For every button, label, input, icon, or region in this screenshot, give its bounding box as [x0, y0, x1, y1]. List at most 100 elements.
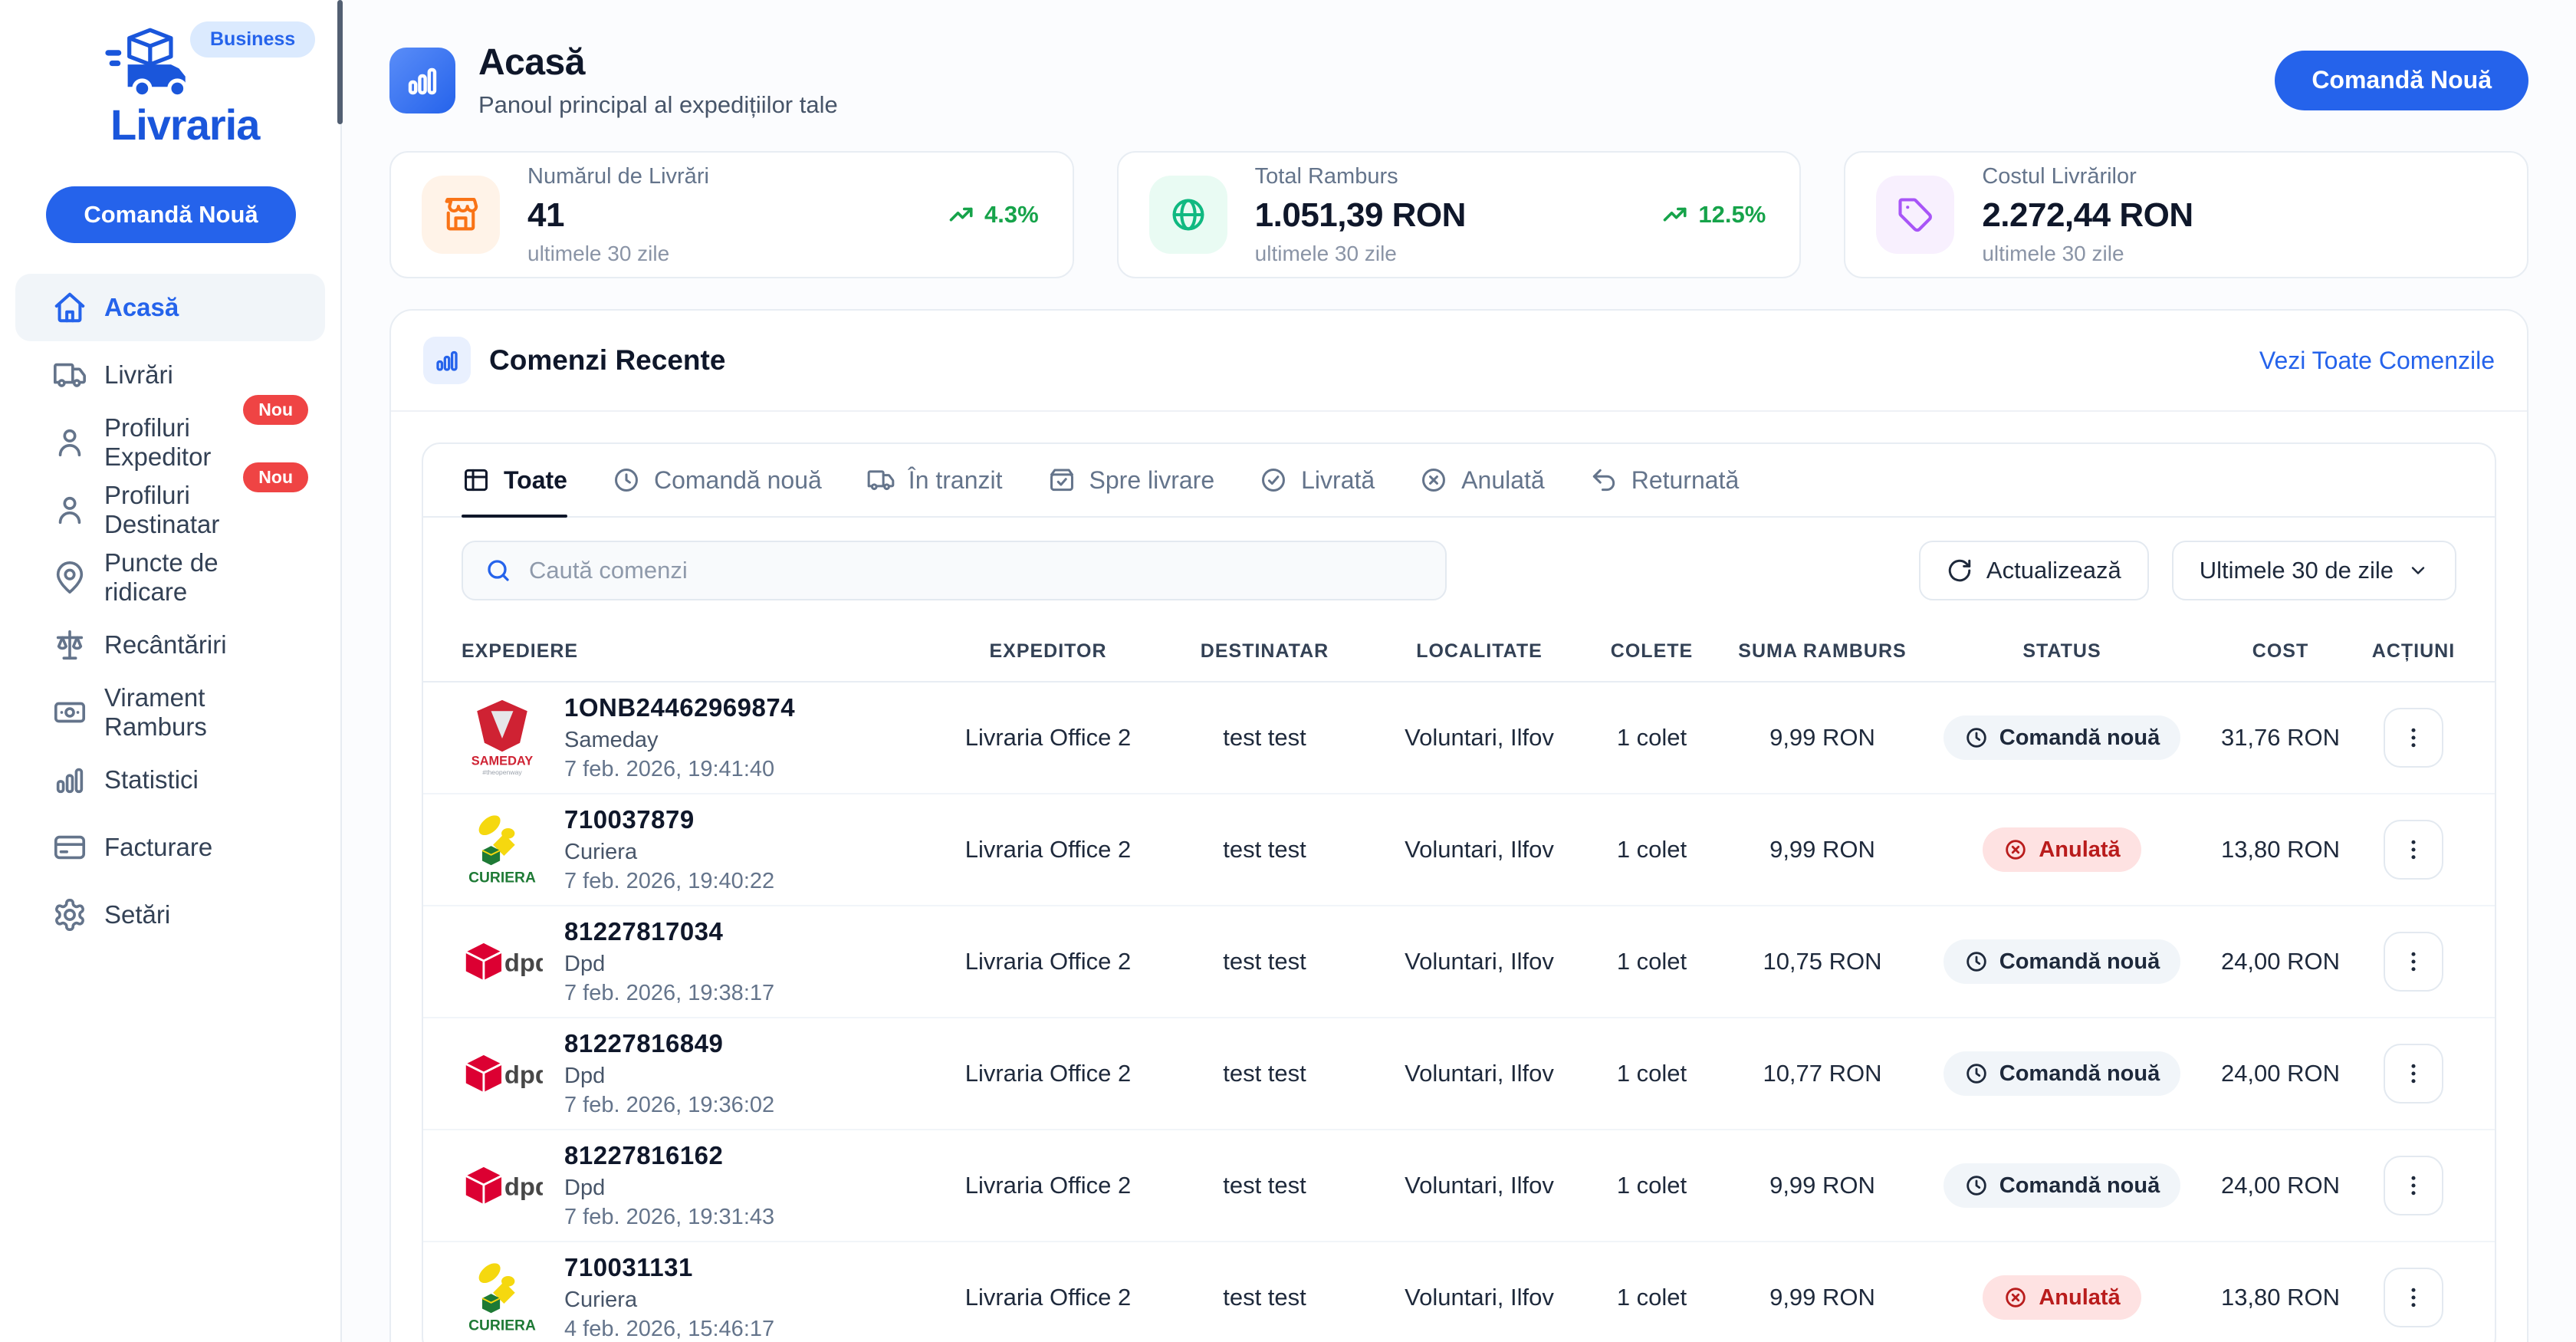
table-icon — [462, 465, 491, 495]
sidebar-item-label: Puncte de ridicare — [104, 548, 219, 606]
table-row: 710031131 Curiera 4 feb. 2026, 15:46:17 … — [423, 1242, 2495, 1342]
sidebar-scrollbar-thumb[interactable] — [337, 0, 343, 124]
tab-comanda-noua[interactable]: Comandă nouă — [612, 444, 822, 516]
tab-returnata[interactable]: Returnată — [1589, 444, 1739, 516]
trend-up-icon — [1661, 201, 1689, 229]
stat-period: ultimele 30 zile — [1254, 241, 1397, 265]
search-icon — [485, 557, 512, 584]
row-actions-button[interactable] — [2384, 1156, 2443, 1215]
truck-icon — [866, 465, 895, 495]
recent-orders-card: Comenzi Recente Vezi Toate Comenzile Toa… — [389, 309, 2528, 1342]
sidebar-new-order-button[interactable]: Comandă Nouă — [46, 186, 296, 243]
table-row: 710037879 Curiera 7 feb. 2026, 19:40:22 … — [423, 794, 2495, 906]
globe-icon — [1148, 176, 1227, 254]
period-filter-dropdown[interactable]: Ultimele 30 de zile — [2171, 541, 2456, 600]
map-pin-icon — [52, 560, 87, 595]
stats-row: Numărul de Livrări 41 ultimele 30 zile 4… — [389, 151, 2528, 278]
home-icon — [52, 290, 87, 325]
clock-icon — [1964, 949, 1989, 974]
stat-period: ultimele 30 zile — [1982, 241, 2124, 265]
dpd-logo — [462, 919, 543, 1004]
table-row: 81227817034 Dpd 7 feb. 2026, 19:38:17 Li… — [423, 906, 2495, 1018]
tracking-number[interactable]: 1ONB24462969874 — [564, 693, 796, 722]
stat-label: Costul Livrărilor — [1982, 163, 2137, 189]
recipient-cell: test test — [1223, 724, 1306, 751]
tracking-number[interactable]: 81227816849 — [564, 1029, 724, 1057]
refresh-button[interactable]: Actualizează — [1918, 541, 2149, 600]
order-date: 4 feb. 2026, 15:46:17 — [564, 1317, 775, 1341]
status-badge: Comandă nouă — [1943, 715, 2181, 760]
sidebar-item-label: Livrări — [104, 360, 173, 389]
tab-spre-livrare[interactable]: Spre livrare — [1047, 444, 1214, 516]
sidebar-item-label: Setări — [104, 900, 171, 929]
curiera-logo — [462, 808, 543, 892]
truck-logo-icon — [104, 26, 202, 100]
parcels-cell: 1 colet — [1616, 836, 1687, 863]
search-input[interactable] — [529, 557, 1424, 584]
stat-card-livrari: Numărul de Livrări 41 ultimele 30 zile 4… — [389, 151, 1074, 278]
user-icon — [52, 492, 87, 528]
cod-cell: 9,99 RON — [1769, 724, 1875, 751]
stat-value: 1.051,39 RON — [1254, 196, 1467, 234]
sidebar-item-profiluri-destinatar[interactable]: Profiluri Destinatar Nou — [15, 462, 325, 544]
nou-badge: Nou — [243, 395, 308, 425]
sidebar-item-recantariri[interactable]: Recântăriri — [15, 611, 325, 679]
status-tabs: Toate Comandă nouă În tranzit Spre livra… — [423, 444, 2495, 518]
truck-icon — [52, 357, 87, 393]
chevron-down-icon — [2407, 560, 2429, 581]
sidebar: Business Livraria Comandă Nouă Acasă Liv… — [0, 0, 343, 1342]
clock-icon — [1964, 725, 1989, 750]
return-icon — [1589, 465, 1618, 495]
sidebar-item-statistici[interactable]: Statistici — [15, 746, 325, 814]
recipient-cell: test test — [1223, 948, 1306, 975]
user-icon — [52, 425, 87, 460]
sidebar-item-label: Statistici — [104, 765, 199, 794]
tab-livrata[interactable]: Livrată — [1259, 444, 1375, 516]
sidebar-item-profiluri-expeditor[interactable]: Profiluri Expeditor Nou — [15, 395, 325, 476]
sidebar-item-setari[interactable]: Setări — [15, 881, 325, 949]
credit-card-icon — [52, 830, 87, 865]
tracking-number[interactable]: 710037879 — [564, 805, 695, 834]
clock-icon — [1964, 1173, 1989, 1198]
view-all-orders-link[interactable]: Vezi Toate Comenzile — [2259, 346, 2495, 374]
tracking-number[interactable]: 81227817034 — [564, 917, 724, 946]
row-actions-button[interactable] — [2384, 1268, 2443, 1327]
sidebar-item-facturare[interactable]: Facturare — [15, 814, 325, 881]
order-date: 7 feb. 2026, 19:36:02 — [564, 1093, 775, 1117]
sender-cell: Livraria Office 2 — [964, 724, 1132, 751]
sidebar-item-puncte-de-ridicare[interactable]: Puncte de ridicare — [15, 544, 325, 611]
status-badge: Comandă nouă — [1943, 939, 2181, 984]
brand-logo: Business Livraria — [0, 0, 340, 150]
new-order-button[interactable]: Comandă Nouă — [2275, 50, 2528, 110]
sidebar-item-label: Profiluri Expeditor — [104, 413, 212, 471]
recipient-cell: test test — [1223, 1172, 1306, 1199]
sender-cell: Livraria Office 2 — [964, 836, 1132, 863]
sender-cell: Livraria Office 2 — [964, 948, 1132, 975]
table-controls: Actualizează Ultimele 30 de zile — [423, 518, 2495, 620]
tab-toate[interactable]: Toate — [462, 444, 567, 518]
tab-anulata[interactable]: Anulată — [1419, 444, 1545, 516]
cost-cell: 24,00 RON — [2220, 1172, 2341, 1199]
sidebar-item-virament-ramburs[interactable]: Virament Ramburs — [15, 679, 325, 746]
row-actions-button[interactable] — [2384, 708, 2443, 768]
cost-cell: 24,00 RON — [2220, 1060, 2341, 1087]
stat-card-cost: Costul Livrărilor 2.272,44 RON ultimele … — [1844, 151, 2528, 278]
sidebar-item-livrari[interactable]: Livrări — [15, 341, 325, 409]
page-subtitle: Panoul principal al expedițiilor tale — [478, 91, 838, 118]
row-actions-button[interactable] — [2384, 1044, 2443, 1104]
tracking-number[interactable]: 81227816162 — [564, 1141, 724, 1169]
sidebar-item-acasa[interactable]: Acasă — [15, 274, 325, 341]
dashboard-icon — [389, 47, 455, 113]
locality-cell: Voluntari, Ilfov — [1405, 1060, 1554, 1087]
status-badge: Comandă nouă — [1943, 1051, 2181, 1096]
row-actions-button[interactable] — [2384, 932, 2443, 992]
bar-chart-icon — [423, 337, 471, 384]
dots-vertical-icon — [2400, 724, 2427, 752]
tracking-number[interactable]: 710031131 — [564, 1253, 693, 1281]
row-actions-button[interactable] — [2384, 820, 2443, 880]
carrier-name: Sameday — [564, 728, 659, 752]
order-date: 7 feb. 2026, 19:40:22 — [564, 869, 775, 893]
stat-period: ultimele 30 zile — [527, 241, 670, 265]
tab-in-tranzit[interactable]: În tranzit — [866, 444, 1003, 516]
scale-icon — [52, 627, 87, 663]
